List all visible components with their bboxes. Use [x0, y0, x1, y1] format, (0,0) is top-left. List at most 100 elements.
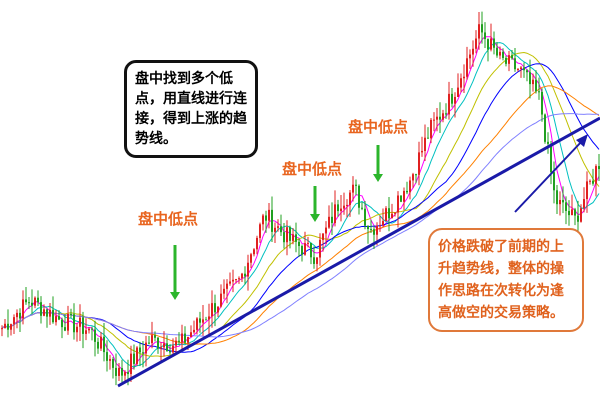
- candle-body: [499, 51, 501, 56]
- candle-body: [235, 279, 237, 281]
- candle-body: [304, 243, 306, 255]
- candle-body: [82, 317, 84, 334]
- candle-body: [256, 237, 258, 250]
- candle-body: [4, 323, 6, 329]
- candle-body: [385, 208, 387, 222]
- candle-body: [46, 309, 48, 317]
- candle-body: [427, 137, 429, 139]
- candle-body: [472, 48, 474, 55]
- candle-body: [109, 359, 111, 361]
- candle-body: [91, 328, 93, 330]
- candle-body: [415, 174, 417, 176]
- candle-body: [34, 297, 36, 306]
- candle-body: [157, 337, 159, 349]
- candle-body: [355, 184, 357, 186]
- candle-body: [391, 213, 393, 219]
- candle-body: [325, 227, 327, 234]
- candle-body: [88, 328, 90, 331]
- candle-body: [559, 199, 561, 205]
- candle-body: [529, 72, 531, 85]
- moving-average-line: [1, 63, 600, 353]
- candle-body: [70, 313, 72, 315]
- candle-body: [493, 38, 495, 48]
- blue-arrow-shaft: [514, 139, 584, 213]
- candle-body: [127, 372, 129, 375]
- candle-body: [451, 93, 453, 104]
- candle-body: [346, 204, 348, 206]
- candle-body: [169, 351, 171, 353]
- candle-body: [433, 119, 435, 121]
- candle-body: [136, 347, 138, 364]
- candle-body: [430, 119, 432, 139]
- candle-body: [439, 116, 441, 120]
- candle-body: [202, 319, 204, 323]
- candle-body: [16, 312, 18, 318]
- candle-body: [271, 209, 273, 232]
- candle-body: [373, 229, 375, 235]
- low-point-label-1: 盘中低点: [138, 210, 199, 228]
- candle-body: [322, 233, 324, 240]
- candle-body: [190, 332, 192, 337]
- candle-body: [457, 87, 459, 97]
- candle-body: [574, 209, 576, 216]
- candle-body: [163, 343, 165, 348]
- candle-body: [340, 208, 342, 212]
- candle-body: [478, 24, 480, 39]
- candle-body: [229, 281, 231, 284]
- candle-body: [307, 242, 309, 244]
- candle-body: [295, 234, 297, 242]
- candle-body: [466, 58, 468, 77]
- candle-body: [571, 209, 573, 216]
- candle-body: [241, 273, 243, 279]
- candle-body: [316, 257, 318, 264]
- candle-body: [301, 246, 303, 255]
- trendline: [117, 116, 600, 388]
- candle-body: [232, 279, 234, 282]
- candle-body: [583, 199, 585, 209]
- candle-body: [97, 341, 99, 349]
- green-arrow-head: [373, 174, 383, 182]
- candle-body: [7, 323, 9, 330]
- candle-body: [31, 302, 33, 306]
- candle-body: [595, 166, 597, 184]
- candle-body: [142, 352, 144, 354]
- candle-body: [283, 232, 285, 243]
- candle-body: [376, 225, 378, 235]
- candle-body: [52, 309, 54, 323]
- green-arrow-head: [310, 214, 320, 222]
- candle-body: [370, 229, 372, 231]
- candle-body: [154, 335, 156, 338]
- candle-body: [193, 329, 195, 333]
- candle-body: [175, 340, 177, 346]
- candle-body: [523, 67, 525, 71]
- candle-body: [592, 180, 594, 184]
- candle-body: [55, 316, 57, 323]
- candle-body: [196, 318, 198, 330]
- candle-body: [334, 204, 336, 224]
- candle-body: [133, 353, 135, 364]
- candle-body: [319, 239, 321, 258]
- candle-body: [268, 209, 270, 221]
- candle-body: [331, 216, 333, 224]
- candle-body: [79, 317, 81, 327]
- candle-body: [13, 317, 15, 325]
- candle-body: [586, 181, 588, 200]
- candle-body: [94, 329, 96, 342]
- candle-body: [184, 333, 186, 343]
- candle-body: [292, 234, 294, 241]
- candle-body: [259, 224, 261, 238]
- candle-body: [208, 316, 210, 320]
- candle-body: [217, 306, 219, 313]
- candle-body: [181, 333, 183, 342]
- candle-body: [64, 327, 66, 331]
- candle-body: [10, 324, 12, 330]
- candle-body: [40, 302, 42, 316]
- candle-body: [265, 215, 267, 221]
- candle-body: [145, 342, 147, 354]
- candle-body: [538, 91, 540, 93]
- candle-body: [262, 215, 264, 225]
- candle-body: [589, 180, 591, 182]
- candle-body: [253, 249, 255, 255]
- candle-body: [562, 199, 564, 203]
